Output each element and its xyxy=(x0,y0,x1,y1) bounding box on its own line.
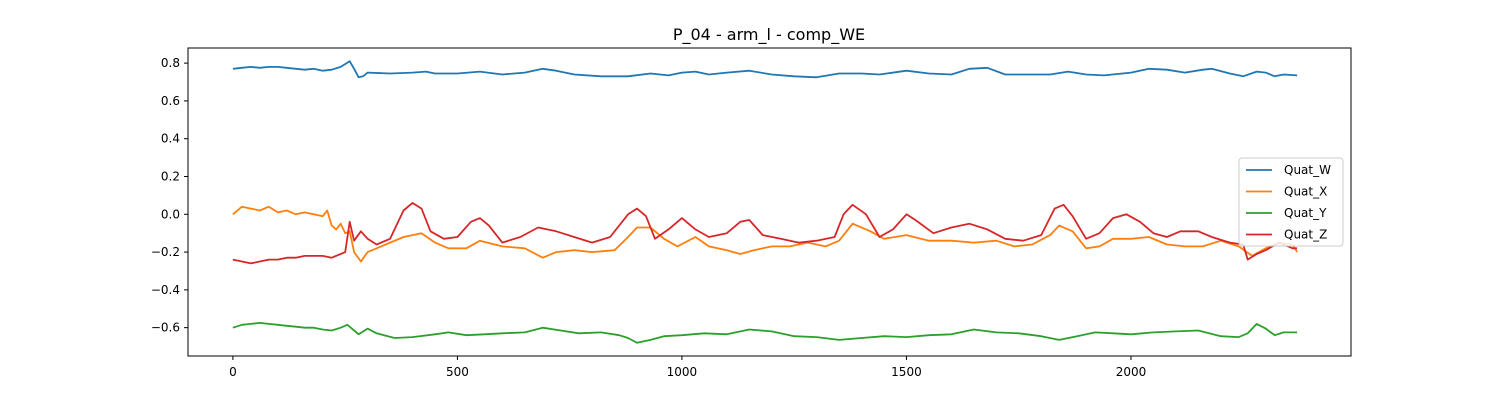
series-line-quat_x xyxy=(232,205,1298,263)
y-tick-label: 0.0 xyxy=(161,207,180,221)
x-tick-label: 500 xyxy=(446,365,469,379)
legend-label: Quat_W xyxy=(1284,163,1331,177)
y-tick-label: −0.6 xyxy=(151,321,180,335)
y-tick-label: 0.4 xyxy=(161,132,180,146)
axes-frame xyxy=(187,47,1352,357)
series-line-quat_y xyxy=(232,322,1298,344)
legend-label: Quat_X xyxy=(1284,185,1327,199)
y-tick-label: −0.4 xyxy=(151,283,180,297)
legend: Quat_W Quat_X Quat_Y Quat_Z xyxy=(1238,157,1344,247)
x-tick-label: 2000 xyxy=(1116,365,1147,379)
series-layer xyxy=(232,60,1298,344)
y-tick-label: 0.8 xyxy=(161,56,180,70)
plot-area xyxy=(187,47,1352,357)
x-axis: 0 500 1000 1500 2000 xyxy=(229,356,1146,379)
legend-label: Quat_Y xyxy=(1284,206,1327,220)
y-axis: −0.6 −0.4 −0.2 0.0 0.2 0.4 0.6 0.8 xyxy=(151,56,188,335)
legend-label: Quat_Z xyxy=(1284,228,1327,242)
y-tick-label: 0.2 xyxy=(161,169,180,183)
x-tick-label: 0 xyxy=(229,365,237,379)
x-tick-label: 1000 xyxy=(667,365,698,379)
x-tick-label: 1500 xyxy=(891,365,922,379)
series-line-quat_w xyxy=(232,60,1298,79)
chart-title: P_04 - arm_l - comp_WE xyxy=(673,25,865,45)
y-tick-label: −0.2 xyxy=(151,245,180,259)
series-line-quat_z xyxy=(232,202,1298,265)
legend-box xyxy=(1238,157,1344,247)
y-tick-label: 0.6 xyxy=(161,94,180,108)
